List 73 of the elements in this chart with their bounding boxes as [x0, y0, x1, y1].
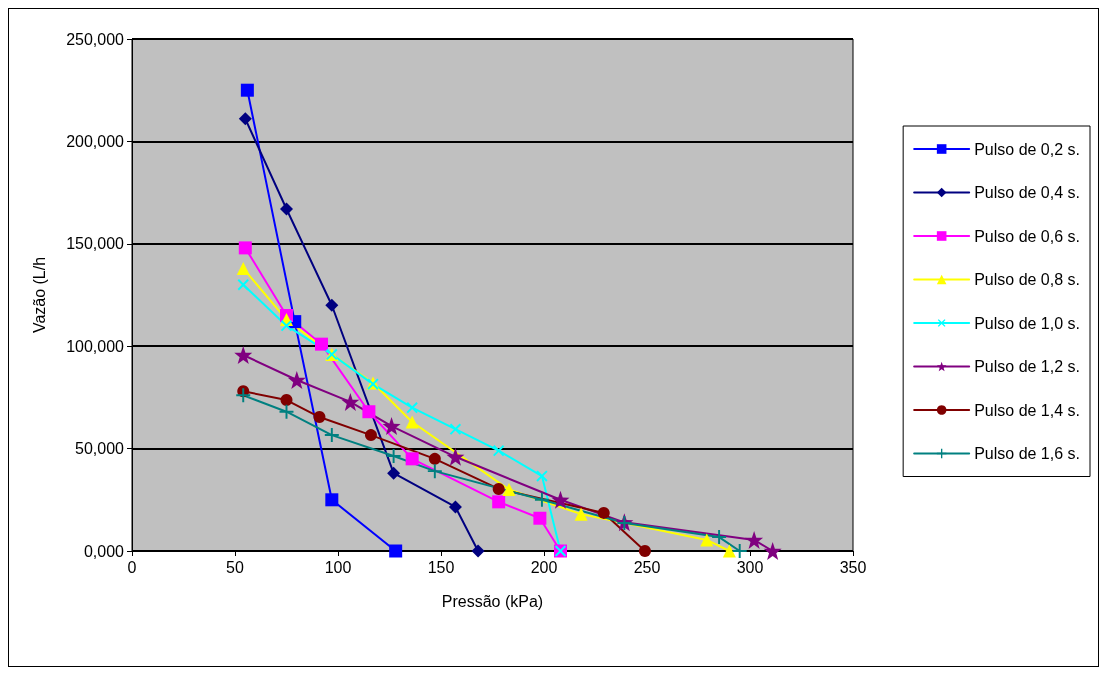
point [536, 470, 548, 482]
x-tick-label: 350 [839, 558, 867, 576]
legend-label: Pulso de 1,4 s. [974, 401, 1080, 419]
x-tick-label: 150 [427, 558, 455, 576]
point [313, 411, 326, 424]
point [732, 544, 747, 558]
y-tick-label: 100,000 [66, 337, 125, 355]
point [722, 544, 736, 558]
y-tick-label: 50,000 [75, 440, 125, 458]
point [406, 402, 418, 414]
point [449, 423, 462, 435]
legend-label: Pulso de 1,0 s. [974, 314, 1080, 332]
point [240, 83, 254, 97]
point [386, 448, 401, 463]
point [234, 346, 253, 365]
point [448, 500, 462, 514]
point [763, 542, 782, 560]
point [493, 445, 505, 457]
point [238, 112, 252, 126]
point [427, 464, 442, 479]
point [471, 544, 485, 558]
legend-label: Pulso de 0,6 s. [974, 227, 1080, 245]
y-axis-title: Vazão (L/h [30, 256, 48, 334]
point [502, 483, 516, 497]
point [236, 261, 250, 275]
x-axis-title: Pressão (kPa) [441, 592, 544, 610]
point [492, 482, 505, 495]
point [428, 452, 441, 465]
legend-label: Pulso de 1,2 s. [974, 358, 1080, 375]
point [382, 417, 401, 436]
x-tick-label: 0 [127, 558, 137, 576]
legend-label: Pulso de 0,8 s. [974, 271, 1080, 288]
point [238, 241, 252, 255]
point [405, 415, 419, 429]
point [574, 507, 588, 521]
point [341, 392, 360, 411]
point [325, 298, 339, 312]
x-tick-label: 50 [226, 558, 244, 576]
y-tick-label: 0,000 [83, 542, 125, 560]
point [446, 447, 465, 466]
point [492, 495, 506, 509]
point [325, 493, 339, 507]
point [237, 279, 249, 291]
point [287, 370, 306, 389]
x-tick-label: 200 [530, 558, 558, 576]
point [387, 466, 401, 480]
point [280, 320, 293, 332]
x-tick-label: 100 [324, 558, 352, 576]
point [280, 202, 293, 216]
point [700, 533, 714, 547]
point [362, 405, 376, 419]
x-tick-label: 300 [736, 558, 764, 576]
point [280, 394, 293, 407]
point [745, 530, 764, 549]
point [236, 388, 251, 403]
legend-label: Pulso de 0,2 s. [974, 140, 1080, 158]
point [712, 530, 727, 545]
point [597, 506, 610, 519]
point [533, 511, 547, 525]
x-tick-label: 250 [633, 558, 661, 576]
point [389, 544, 403, 558]
y-tick-label: 250,000 [66, 30, 125, 48]
legend-label: Pulso de 1,6 s. [974, 445, 1080, 462]
point [405, 452, 419, 466]
point [364, 429, 377, 442]
legend-label: Pulso de 0,4 s. [974, 184, 1080, 201]
y-tick-label: 150,000 [66, 235, 125, 253]
y-tick-label: 200,000 [66, 132, 125, 150]
point [324, 428, 339, 443]
point [534, 492, 549, 507]
point [315, 337, 329, 351]
point [551, 490, 570, 509]
point [638, 545, 651, 557]
